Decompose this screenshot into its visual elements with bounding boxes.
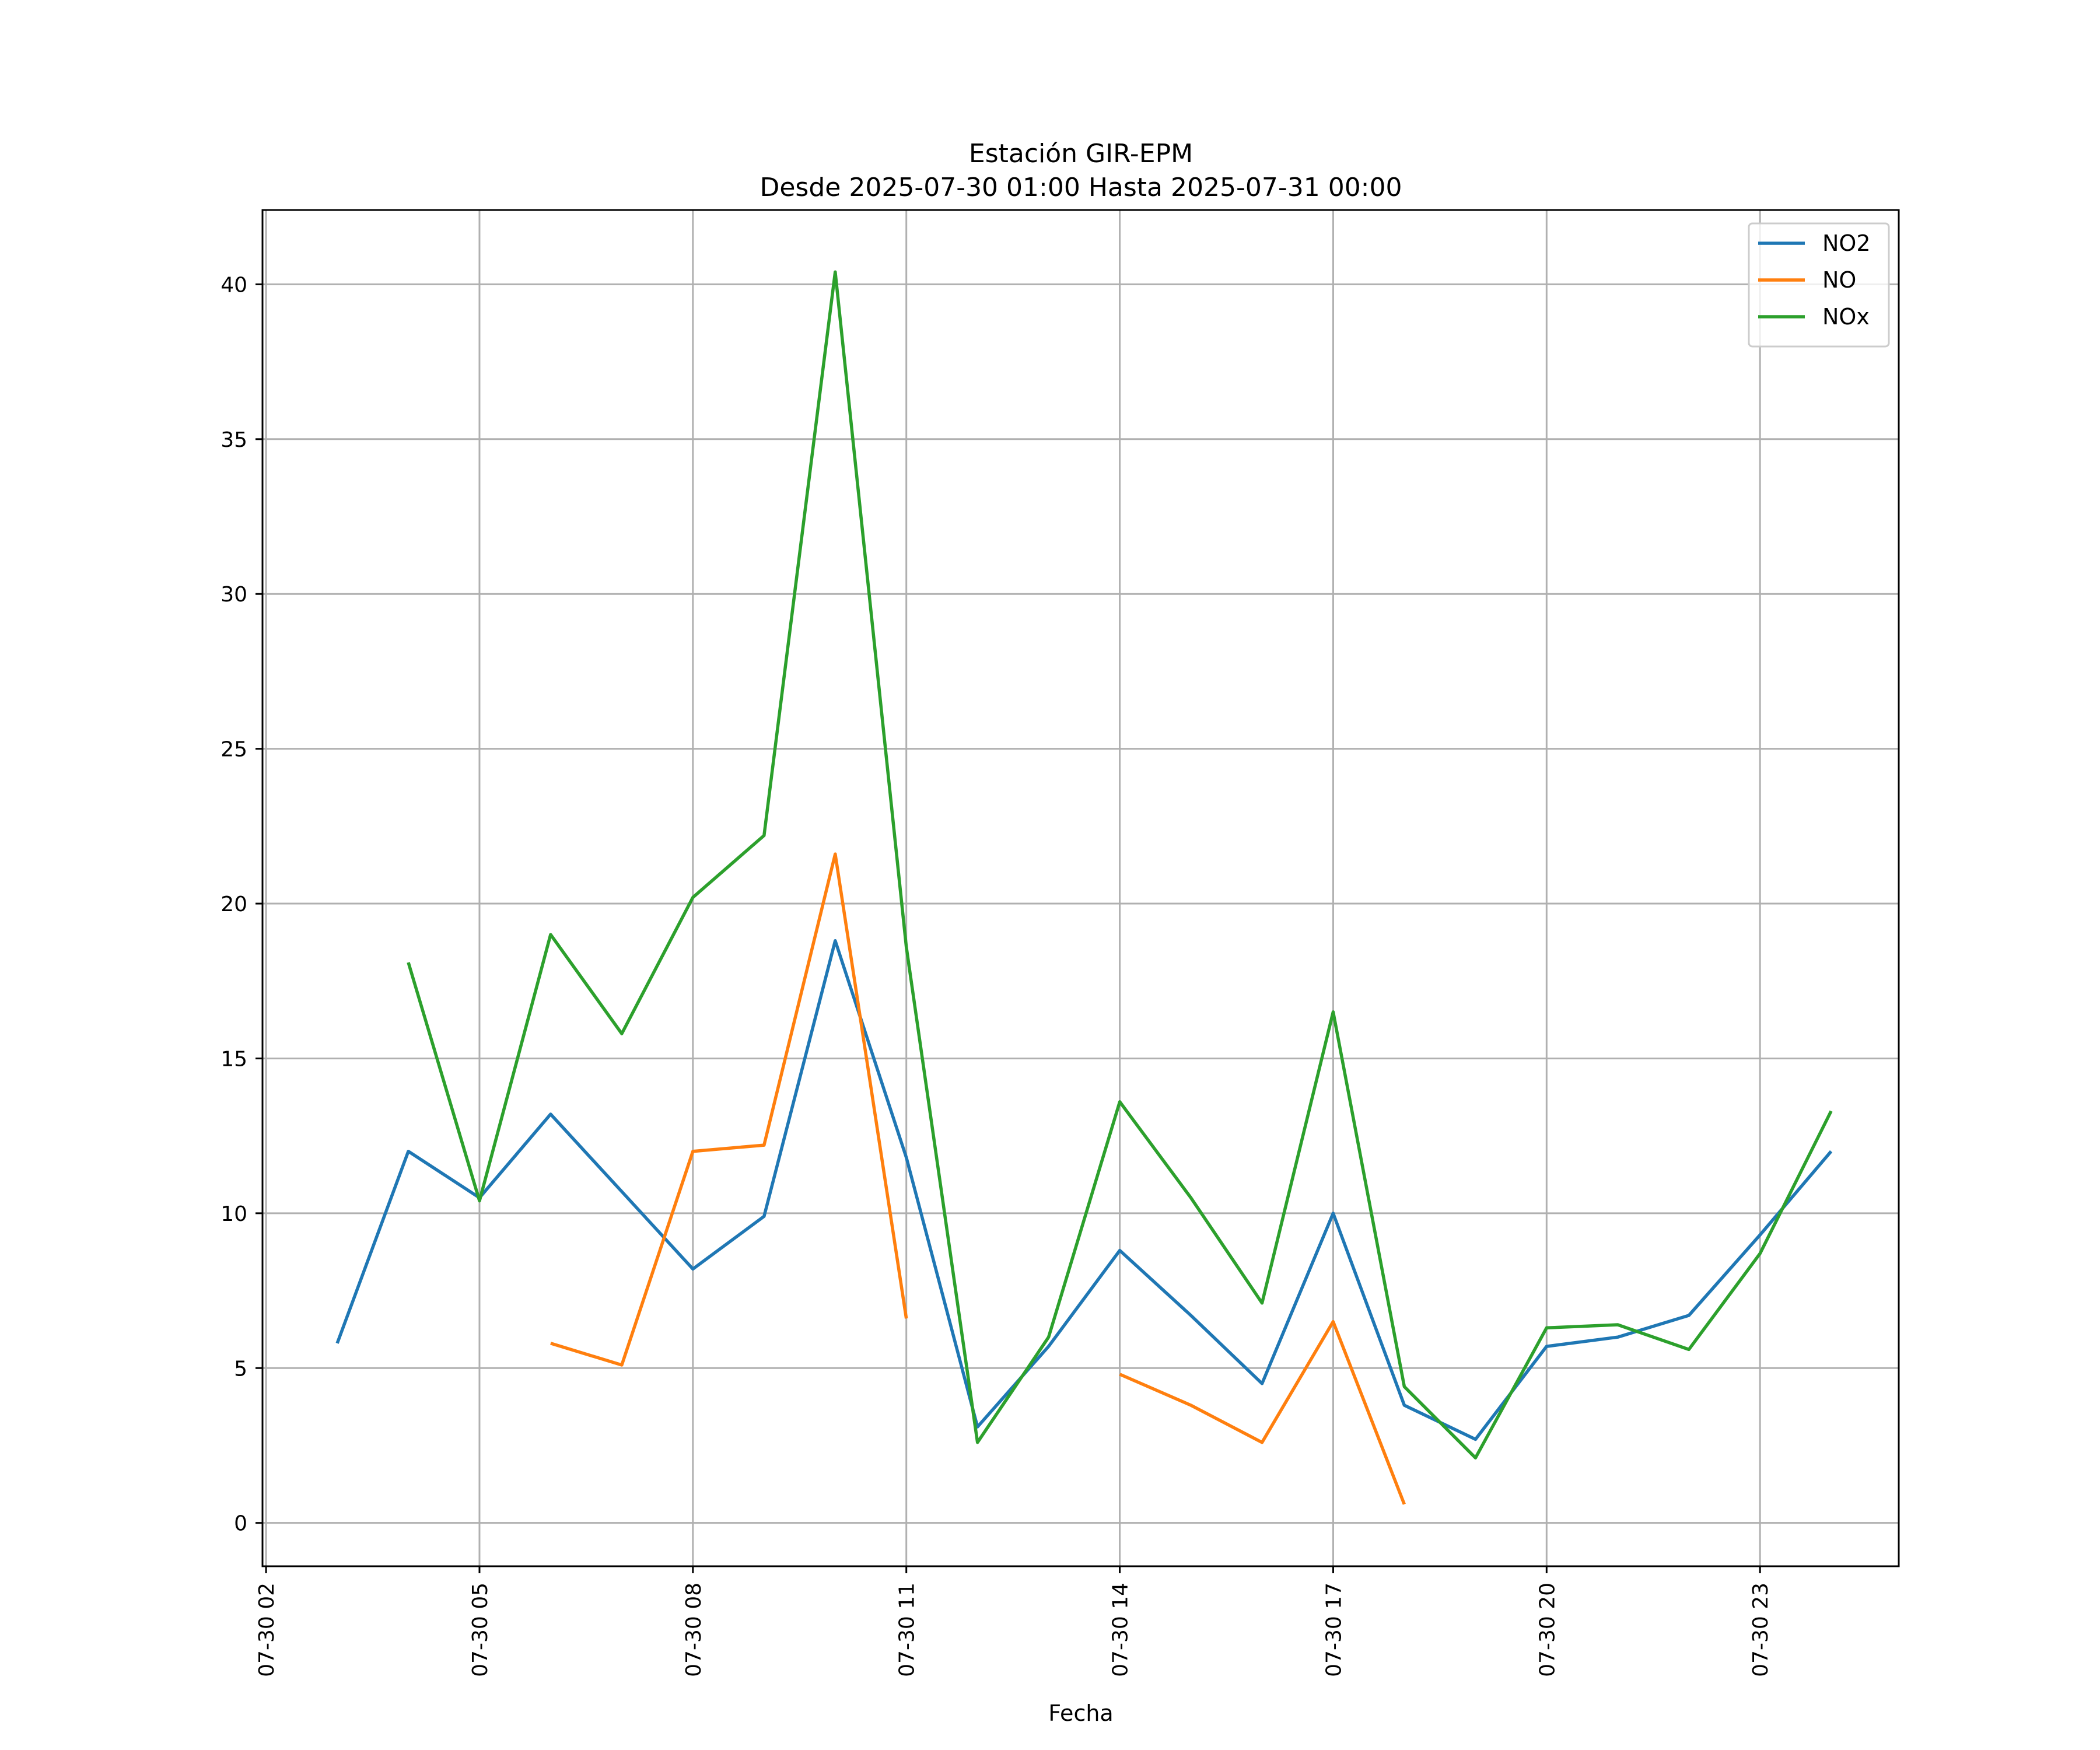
series-line-no [550, 852, 908, 1367]
x-tick-label: 07-30 17 [1322, 1583, 1346, 1677]
x-tick-label: 07-30 08 [682, 1583, 706, 1677]
series-layer [335, 270, 1833, 1505]
y-tick-label: 5 [234, 1357, 247, 1381]
y-tick-label: 15 [220, 1047, 247, 1071]
tick-layer: 0 5 10 15 20 25 30 35 40 07-30 02 07-30 05 07-30 08… [220, 273, 1773, 1676]
chart-title: Estación GIR-EPM [969, 139, 1193, 169]
series-line-no2 [335, 939, 1833, 1441]
y-tick-label: 20 [220, 892, 247, 916]
grid-layer [262, 210, 1899, 1566]
legend-label-no: NO [1822, 267, 1856, 293]
y-tick-label: 25 [220, 738, 247, 762]
x-tick-label: 07-30 05 [468, 1583, 492, 1677]
y-tick-label: 10 [220, 1202, 247, 1226]
x-tick-label: 07-30 02 [255, 1583, 279, 1677]
legend-label-no2: NO2 [1822, 230, 1871, 256]
y-tick-label: 40 [220, 273, 247, 297]
series-line-nox [407, 270, 1833, 1460]
legend: NO2 NO NOx [1748, 222, 1890, 348]
series-line-no [1119, 1320, 1406, 1505]
y-tick-label: 35 [220, 428, 247, 452]
legend-label-nox: NOx [1822, 304, 1870, 330]
chart-subtitle: Desde 2025-07-30 01:00 Hasta 2025-07-31 … [760, 173, 1402, 202]
y-tick-label: 0 [234, 1512, 247, 1536]
y-tick-label: 30 [220, 583, 247, 607]
x-tick-label: 07-30 20 [1535, 1583, 1559, 1677]
x-tick-label: 07-30 23 [1749, 1583, 1773, 1677]
x-axis-label: Fecha [1048, 1700, 1113, 1726]
plot-frame [261, 209, 1900, 1567]
x-tick-label: 07-30 14 [1109, 1583, 1133, 1677]
x-tick-label: 07-30 11 [895, 1583, 919, 1677]
